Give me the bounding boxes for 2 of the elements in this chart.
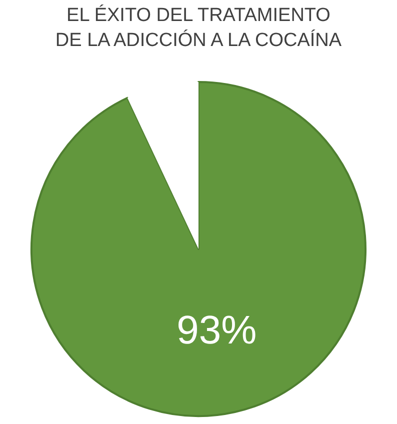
chart-title: EL ÉXITO DEL TRATAMIENTO DE LA ADICCIÓN A LA COCAÍNA [55,4,342,51]
data-label: 93% [176,308,257,352]
